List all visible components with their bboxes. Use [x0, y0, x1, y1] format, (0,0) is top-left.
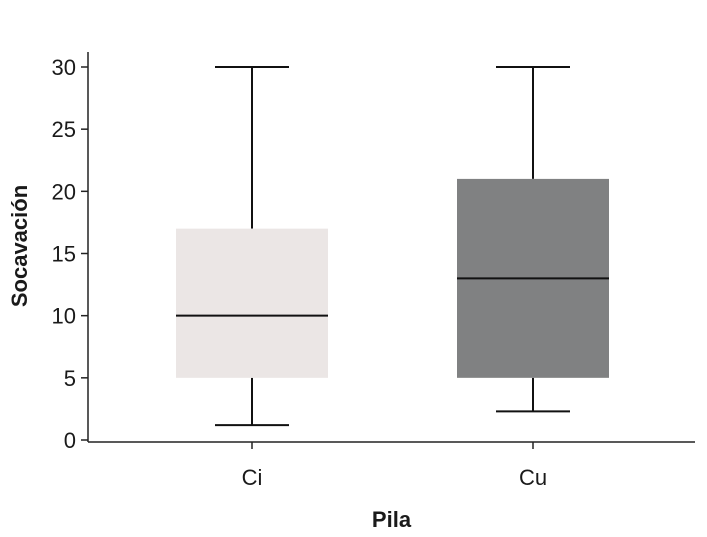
y-tick-label: 30: [52, 55, 76, 80]
y-tick-label: 0: [64, 428, 76, 453]
y-tick-label: 10: [52, 304, 76, 329]
iqr-box: [176, 228, 328, 378]
y-axis-ticks: 0 5 10 15 20 25 30: [52, 55, 88, 453]
y-axis-title: Socavación: [7, 185, 32, 307]
x-axis-title: Pila: [372, 507, 412, 532]
x-tick-label: Ci: [242, 465, 263, 490]
box-cu: [457, 66, 609, 413]
y-tick-label: 25: [52, 117, 76, 142]
x-tick-label: Cu: [519, 465, 547, 490]
x-axis-ticks: Ci Cu: [242, 442, 547, 490]
box-group: [176, 66, 609, 427]
box-ci: [176, 66, 328, 427]
y-tick-label: 5: [64, 366, 76, 391]
y-tick-label: 20: [52, 179, 76, 204]
y-tick-label: 15: [52, 242, 76, 267]
